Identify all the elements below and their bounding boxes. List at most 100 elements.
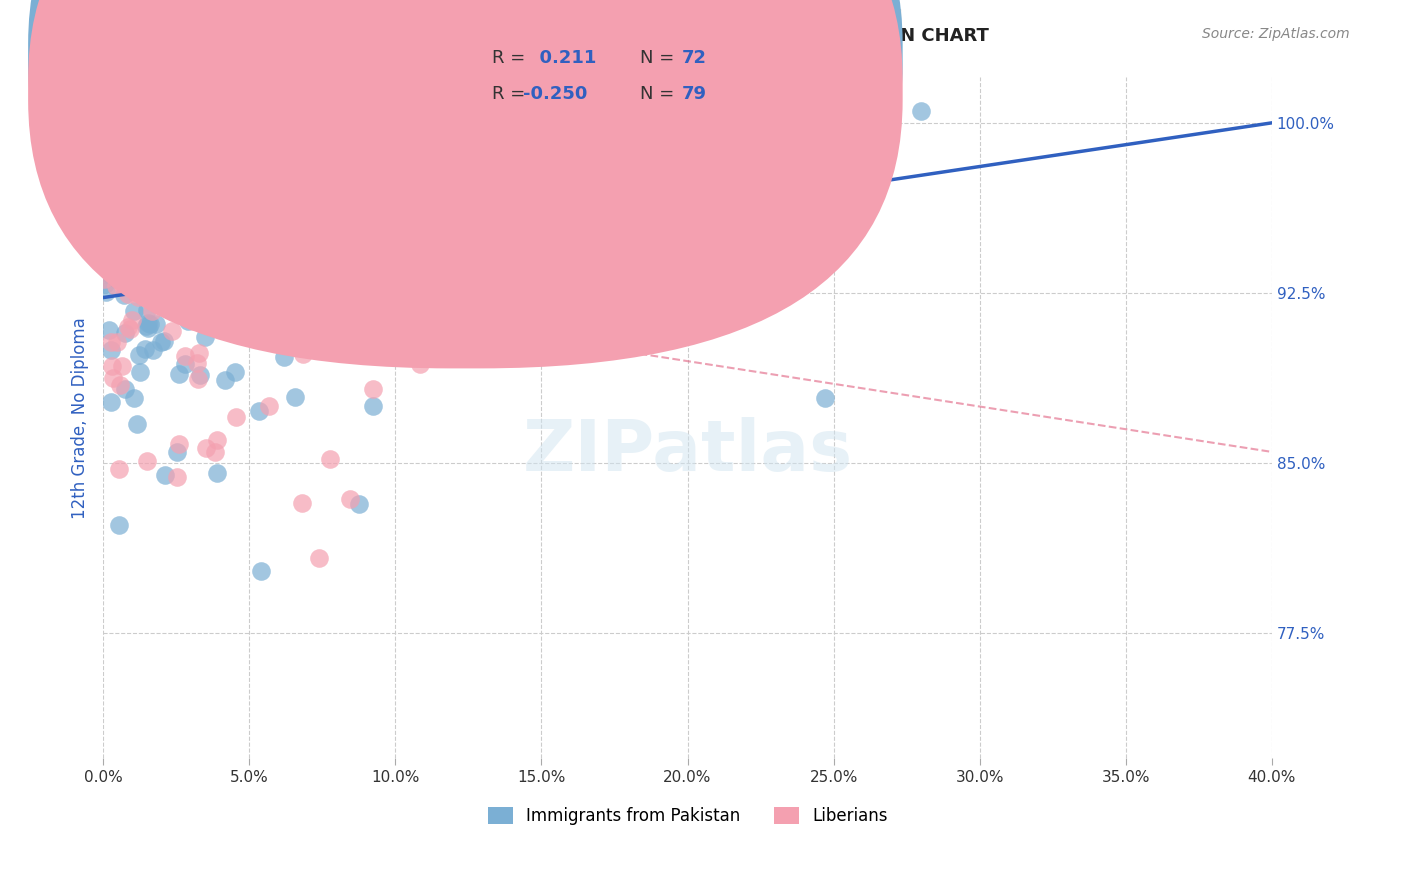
Point	[128, 206, 150, 220]
Point	[93, 272, 115, 286]
Point	[173, 349, 195, 363]
Text: -0.250: -0.250	[523, 85, 588, 103]
Point	[588, 263, 610, 277]
Point	[205, 433, 228, 447]
Point	[204, 444, 226, 458]
Point	[132, 129, 155, 144]
Point	[814, 392, 837, 406]
Point	[128, 348, 150, 362]
Point	[108, 272, 131, 286]
Point	[349, 497, 371, 511]
Point	[385, 318, 408, 333]
Text: N =: N =	[640, 85, 679, 103]
Point	[187, 345, 209, 359]
Point	[100, 343, 122, 358]
Point	[107, 462, 129, 476]
Point	[118, 199, 141, 213]
Point	[100, 140, 122, 154]
Point	[205, 467, 228, 481]
Point	[224, 365, 246, 379]
Point	[910, 104, 932, 119]
Point	[166, 470, 188, 484]
Point	[121, 313, 143, 327]
Point	[361, 383, 384, 397]
Point	[184, 75, 207, 89]
Point	[136, 317, 159, 331]
Point	[160, 324, 183, 338]
Point	[136, 321, 159, 335]
Point	[103, 178, 125, 192]
Point	[117, 202, 139, 216]
Point	[127, 290, 149, 304]
Point	[283, 329, 305, 343]
Point	[180, 212, 202, 227]
Point	[291, 347, 314, 361]
Text: R =: R =	[492, 85, 531, 103]
Point	[249, 564, 271, 578]
Text: ZIPatlas: ZIPatlas	[523, 417, 852, 486]
Point	[107, 518, 129, 533]
Point	[93, 126, 115, 140]
Point	[105, 334, 128, 349]
Point	[131, 287, 153, 301]
Point	[340, 285, 363, 300]
Point	[284, 390, 307, 404]
Point	[129, 276, 152, 290]
Text: N =: N =	[640, 49, 679, 67]
Point	[105, 279, 128, 293]
Text: 79: 79	[682, 85, 707, 103]
Point	[128, 269, 150, 284]
Point	[114, 382, 136, 396]
Point	[163, 278, 186, 293]
Point	[118, 272, 141, 286]
Point	[162, 249, 184, 263]
Point	[243, 310, 266, 324]
Point	[183, 313, 205, 327]
Point	[361, 400, 384, 414]
Point	[222, 268, 245, 282]
Point	[141, 304, 163, 318]
Point	[115, 206, 138, 220]
Point	[560, 128, 582, 143]
Point	[117, 274, 139, 288]
Point	[187, 372, 209, 386]
Point	[166, 445, 188, 459]
Point	[122, 391, 145, 405]
Point	[174, 357, 197, 371]
Point	[247, 403, 270, 417]
Point	[146, 242, 169, 256]
Point	[157, 123, 180, 137]
Point	[492, 280, 515, 294]
Point	[111, 234, 134, 248]
Point	[184, 208, 207, 222]
Point	[110, 377, 132, 392]
Point	[120, 322, 142, 336]
Point	[654, 332, 676, 346]
Point	[139, 318, 162, 332]
Point	[673, 297, 696, 311]
Y-axis label: 12th Grade, No Diploma: 12th Grade, No Diploma	[72, 317, 89, 519]
Point	[142, 343, 165, 358]
Point	[100, 268, 122, 283]
Point	[188, 368, 211, 382]
Point	[214, 373, 236, 387]
Point	[107, 272, 129, 286]
Text: 0.211: 0.211	[527, 49, 596, 67]
Point	[110, 261, 132, 276]
Point	[273, 350, 295, 364]
Point	[212, 277, 235, 292]
Point	[177, 314, 200, 328]
Point	[157, 300, 180, 314]
Text: Source: ZipAtlas.com: Source: ZipAtlas.com	[1202, 27, 1350, 41]
Point	[93, 267, 115, 281]
Point	[145, 317, 167, 331]
Text: IMMIGRANTS FROM PAKISTAN VS LIBERIAN 12TH GRADE, NO DIPLOMA CORRELATION CHART: IMMIGRANTS FROM PAKISTAN VS LIBERIAN 12T…	[56, 27, 988, 45]
Point	[242, 202, 264, 216]
Point	[94, 95, 117, 110]
Point	[111, 278, 134, 293]
Point	[516, 308, 538, 322]
Point	[141, 222, 163, 236]
Point	[134, 342, 156, 356]
Point	[212, 304, 235, 318]
Point	[276, 206, 298, 220]
